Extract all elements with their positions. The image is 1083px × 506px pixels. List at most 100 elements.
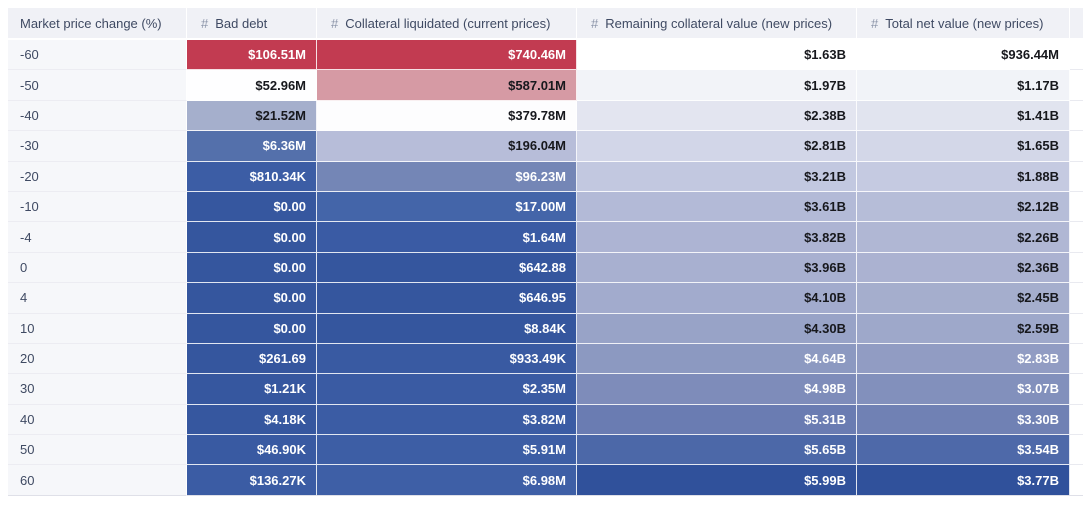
value-cell: $379.78M [317,100,577,132]
clipped-column-cell [1070,465,1083,496]
value-cell: $3.07B [857,374,1070,405]
value-cell: $6.36M [187,131,317,162]
column-header-label: Remaining collateral value (new prices) [605,15,833,31]
row-label-market-price-change: 0 [8,252,187,284]
row-label-market-price-change: -60 [8,40,187,71]
numeric-column-icon: # [331,15,339,31]
value-cell: $1.88B [857,161,1070,192]
value-cell: $17.00M [317,191,577,223]
value-cell: $261.69 [187,343,317,375]
value-cell: $587.01M [317,70,577,101]
column-header-market-price-change: Market price change (%) [8,8,187,40]
value-cell: $2.36B [857,252,1070,284]
value-cell: $5.31B [577,404,857,436]
value-cell: $936.44M [857,40,1070,71]
value-cell: $646.95 [317,283,577,314]
value-cell: $3.21B [577,161,857,192]
value-cell: $3.77B [857,465,1070,496]
table-row: -50 $52.96M $587.01M $1.97B $1.17B [8,70,1083,101]
value-cell: $4.10B [577,283,857,314]
table-header: Market price change (%) # Bad debt # Colla… [8,8,1083,40]
value-cell: $0.00 [187,313,317,344]
value-cell: $4.98B [577,374,857,405]
row-label-market-price-change: 10 [8,313,187,344]
column-header-total-net-value: # Total net value (new prices) [857,8,1070,40]
clipped-column-cell [1070,40,1083,71]
value-cell: $0.00 [187,191,317,223]
table-row: 20 $261.69 $933.49K $4.64B $2.83B [8,343,1083,375]
clipped-column-cell [1070,70,1083,101]
value-cell: $96.23M [317,161,577,192]
value-cell: $2.81B [577,131,857,162]
row-label-market-price-change: -4 [8,222,187,253]
row-label-market-price-change: 60 [8,465,187,496]
table-row: 30 $1.21K $2.35M $4.98B $3.07B [8,374,1083,405]
table-row: -10 $0.00 $17.00M $3.61B $2.12B [8,191,1083,223]
market-price-scenario-table: Market price change (%) # Bad debt # Colla… [8,8,1083,496]
value-cell: $0.00 [187,222,317,253]
clipped-column-cell [1070,404,1083,436]
table-row: -20 $810.34K $96.23M $3.21B $1.88B [8,161,1083,192]
value-cell: $642.88 [317,252,577,284]
value-cell: $1.64M [317,222,577,253]
value-cell: $4.30B [577,313,857,344]
value-cell: $196.04M [317,131,577,162]
row-label-market-price-change: 30 [8,374,187,405]
row-label-market-price-change: 20 [8,343,187,375]
value-cell: $3.82M [317,404,577,436]
table-row: -40 $21.52M $379.78M $2.38B $1.41B [8,100,1083,132]
value-cell: $2.26B [857,222,1070,253]
value-cell: $136.27K [187,465,317,496]
table-row: -30 $6.36M $196.04M $2.81B $1.65B [8,131,1083,162]
table-row: -4 $0.00 $1.64M $3.82B $2.26B [8,222,1083,253]
value-cell: $3.54B [857,435,1070,466]
value-cell: $2.83B [857,343,1070,375]
value-cell: $2.12B [857,191,1070,223]
value-cell: $740.46M [317,40,577,71]
column-header-label: Market price change (%) [20,15,162,31]
row-label-market-price-change: 50 [8,435,187,466]
value-cell: $3.96B [577,252,857,284]
value-cell: $3.30B [857,404,1070,436]
value-cell: $810.34K [187,161,317,192]
clipped-column-cell [1070,100,1083,132]
value-cell: $0.00 [187,252,317,284]
value-cell: $2.45B [857,283,1070,314]
value-cell: $0.00 [187,283,317,314]
value-cell: $21.52M [187,100,317,132]
clipped-column-cell [1070,313,1083,344]
value-cell: $1.17B [857,70,1070,101]
column-header-remaining-collateral-value: # Remaining collateral value (new prices) [577,8,857,40]
column-header-label: Collateral liquidated (current prices) [345,15,551,31]
value-cell: $5.99B [577,465,857,496]
column-header-clipped [1070,8,1083,40]
column-header-label: Total net value (new prices) [885,15,1044,31]
table-row: 10 $0.00 $8.84K $4.30B $2.59B [8,313,1083,344]
row-label-market-price-change: -30 [8,131,187,162]
value-cell: $46.90K [187,435,317,466]
numeric-column-icon: # [871,15,879,31]
value-cell: $4.18K [187,404,317,436]
numeric-column-icon: # [201,15,209,31]
value-cell: $2.35M [317,374,577,405]
value-cell: $2.59B [857,313,1070,344]
value-cell: $6.98M [317,465,577,496]
clipped-column-cell [1070,161,1083,192]
value-cell: $8.84K [317,313,577,344]
table-row: 60 $136.27K $6.98M $5.99B $3.77B [8,465,1083,496]
row-label-market-price-change: 4 [8,283,187,314]
clipped-column-cell [1070,252,1083,284]
table-row: 4 $0.00 $646.95 $4.10B $2.45B [8,283,1083,314]
column-header-collateral-liquidated: # Collateral liquidated (current prices) [317,8,577,40]
row-label-market-price-change: -20 [8,161,187,192]
row-label-market-price-change: -10 [8,191,187,223]
row-label-market-price-change: -50 [8,70,187,101]
value-cell: $1.63B [577,40,857,71]
value-cell: $1.65B [857,131,1070,162]
header-row: Market price change (%) # Bad debt # Colla… [8,8,1083,40]
column-header-label: Bad debt [215,15,268,31]
table-row: 40 $4.18K $3.82M $5.31B $3.30B [8,404,1083,436]
numeric-column-icon: # [591,15,599,31]
value-cell: $1.41B [857,100,1070,132]
risk-heatmap-table[interactable]: Market price change (%) # Bad debt # Colla… [8,8,1083,498]
